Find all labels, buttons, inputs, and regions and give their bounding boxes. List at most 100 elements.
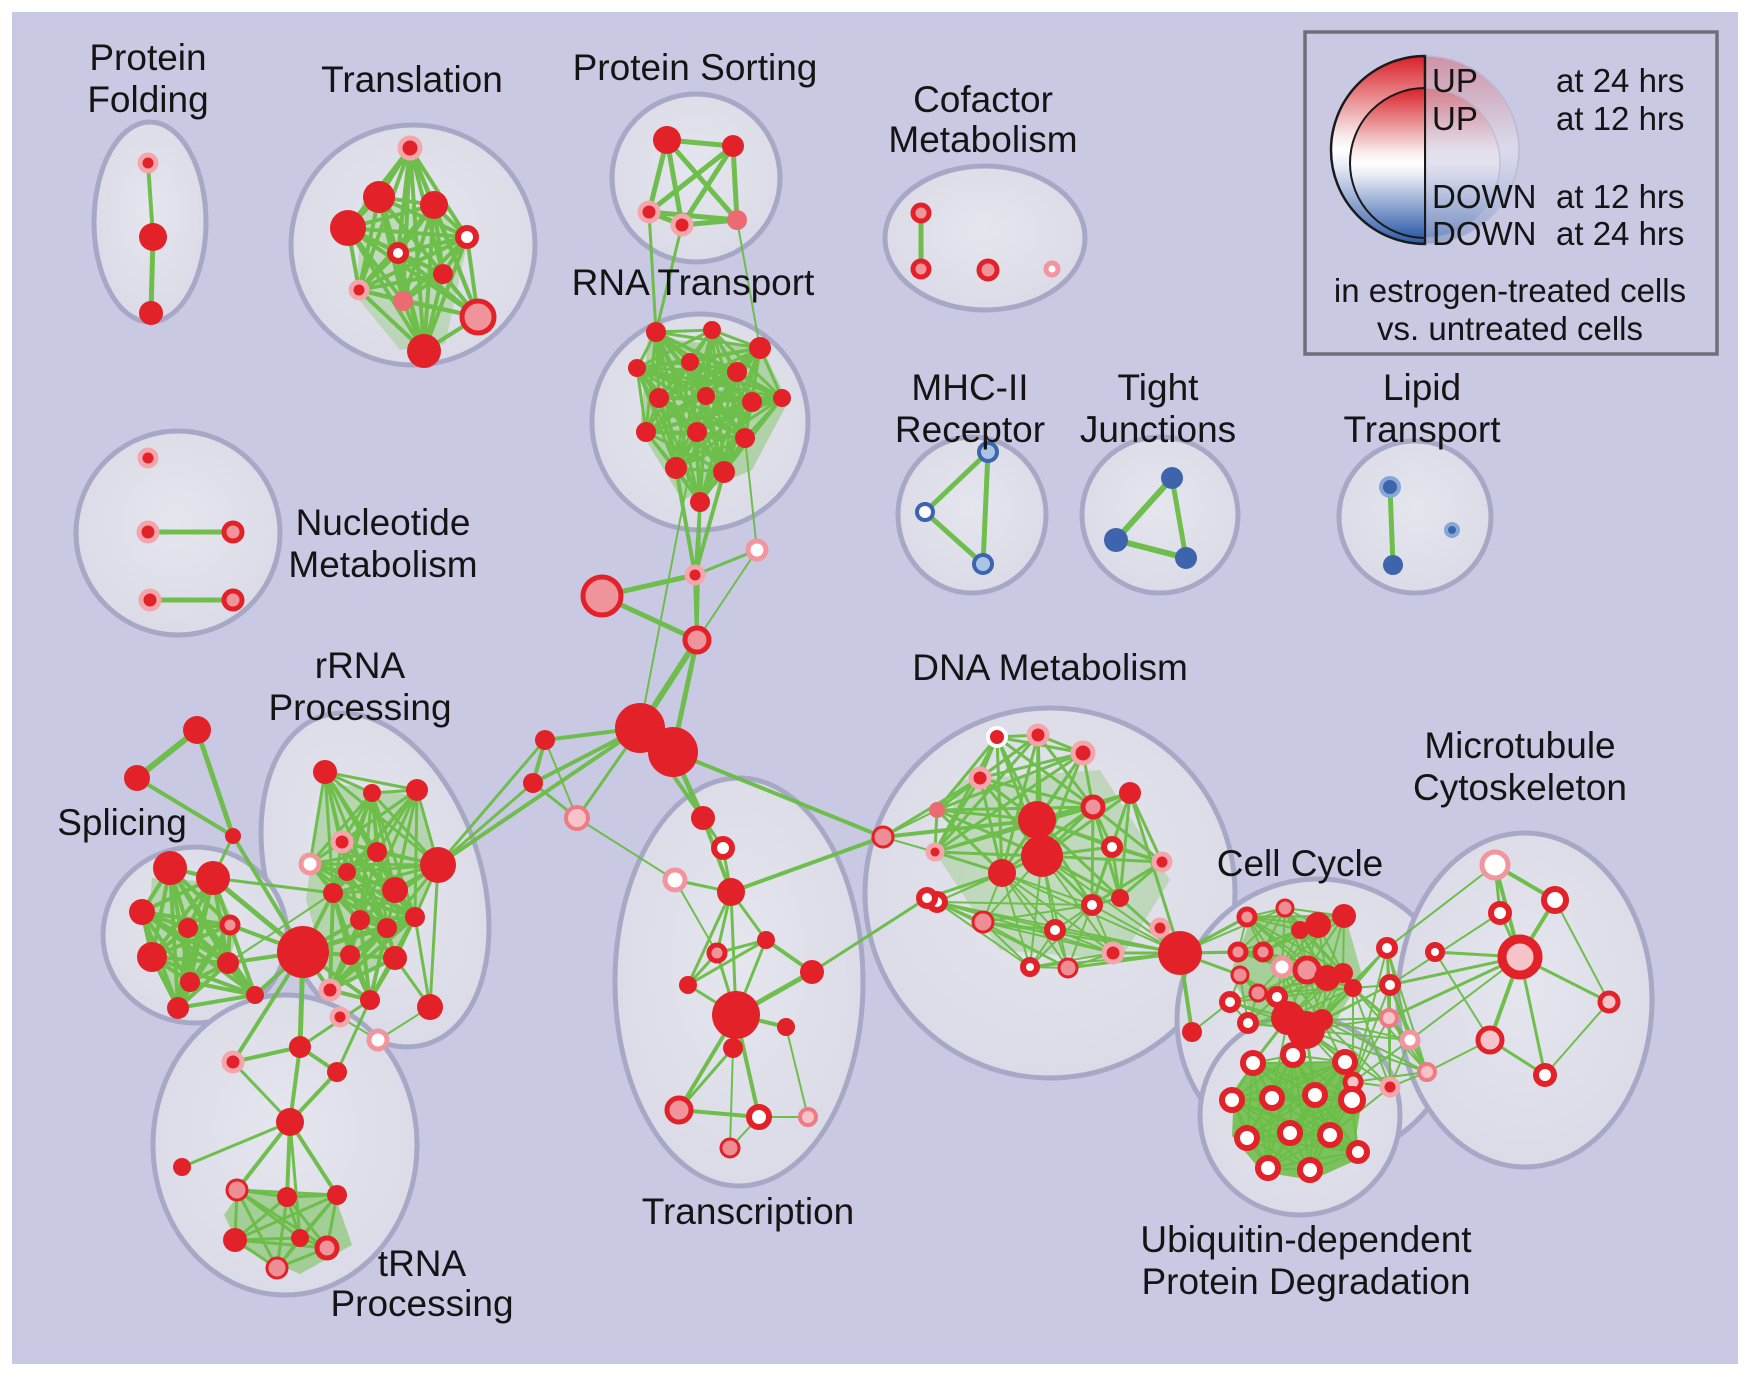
edge [413,915,432,1009]
edge [1246,1099,1353,1139]
edge [1292,1054,1359,1153]
node-rt3 [628,359,646,377]
edge [275,1195,289,1270]
edge [358,791,374,922]
edge [922,509,986,567]
edge [982,921,1069,969]
node-rt13 [665,457,687,479]
node-hub2 [648,727,698,777]
cluster-label-cell-cycle: Cell Cycle [1217,843,1384,884]
node-cf1 [910,258,932,280]
node-tn0 [173,1158,191,1176]
edge [436,738,547,867]
node-mid3 [682,625,712,655]
edge [358,850,379,922]
cluster-label-ubiquitin-degradation: Protein Degradation [1141,1261,1470,1302]
node-rr0 [313,760,337,784]
node-rt1 [703,321,721,339]
node-nm2 [221,520,245,544]
node-rr2 [406,779,428,801]
node-cc26 [1379,1076,1401,1098]
node-cc1 [1275,898,1295,918]
node-rr16 [360,990,380,1010]
edge [674,466,697,577]
edge [335,998,372,1074]
cluster-label-dna-metabolism: DNA Metabolism [912,647,1188,688]
node-dm16 [1044,919,1066,941]
node-rr3 [330,830,354,854]
edge [180,1120,292,1169]
legend-time-label: at 24 hrs [1556,215,1684,252]
node-mid5 [523,773,543,793]
edge [1001,872,1093,906]
node-dm2 [1070,740,1096,766]
edge [1321,1019,1391,1088]
edge [288,1120,302,1240]
legend-time-label: at 12 hrs [1556,100,1684,137]
cluster-label-protein-folding: Folding [87,79,208,120]
edge [328,915,417,992]
node-dm10 [1101,836,1123,858]
node-tr9 [459,298,497,336]
node-rr7 [420,847,456,883]
node-ub9 [1317,1122,1343,1148]
cluster-label-cofactor-metabolism: Cofactor [913,79,1053,120]
node-tc0 [691,806,715,830]
cluster-label-transcription: Transcription [642,1191,854,1232]
legend-direction-label: UP [1432,62,1478,99]
edge [1387,484,1396,568]
cluster-label-mhc-ii-receptor: MHC-II [911,367,1028,408]
node-cc15 [1266,986,1288,1008]
edge [1246,1094,1316,1139]
node-cc20 [1376,937,1398,959]
node-rr4 [298,852,322,876]
node-dm22 [1182,1022,1202,1042]
edge [664,137,685,228]
node-tn3 [327,1185,347,1205]
node-dm15 [1081,894,1103,916]
edge [235,1120,292,1192]
node-nm0 [137,447,159,469]
edge [995,735,1095,809]
node-cc3 [1332,904,1356,928]
edge [785,1026,809,1118]
edge [1299,929,1344,974]
node-tn4 [223,1228,247,1252]
edge [211,876,335,895]
cluster-label-trna-processing: tRNA [378,1243,467,1284]
edge [331,891,417,919]
edge [1386,864,1496,949]
node-ub5 [1302,1082,1328,1108]
edge [1389,984,1428,1073]
node-mt1 [1541,886,1569,914]
legend-direction-label: DOWN [1432,215,1536,252]
edge [695,396,784,434]
node-mid0 [684,564,706,586]
node-sp5 [137,942,167,972]
edge [744,437,758,551]
edge [1352,947,1388,1083]
edge [176,961,230,1010]
edge [308,791,374,866]
node-tr6 [433,264,453,284]
edge [635,366,784,400]
node-cc14 [1248,983,1268,1003]
edge [679,143,736,228]
node-cc4 [1291,921,1309,939]
edge [1246,916,1344,974]
node-mh1 [915,502,935,522]
node-dm11 [1151,851,1173,873]
edge [1352,1039,1411,1083]
edge [436,726,642,867]
legend-direction-label: UP [1432,100,1478,137]
node-rt9 [773,389,791,407]
node-tc9 [777,1018,795,1036]
node-mt3 [1425,942,1445,962]
node-dm6 [1080,794,1106,820]
node-dm9 [988,859,1016,887]
node-tc13 [798,1107,818,1127]
node-tc11 [664,1095,694,1125]
node-rr14 [383,946,407,970]
node-tn5 [314,1235,340,1261]
